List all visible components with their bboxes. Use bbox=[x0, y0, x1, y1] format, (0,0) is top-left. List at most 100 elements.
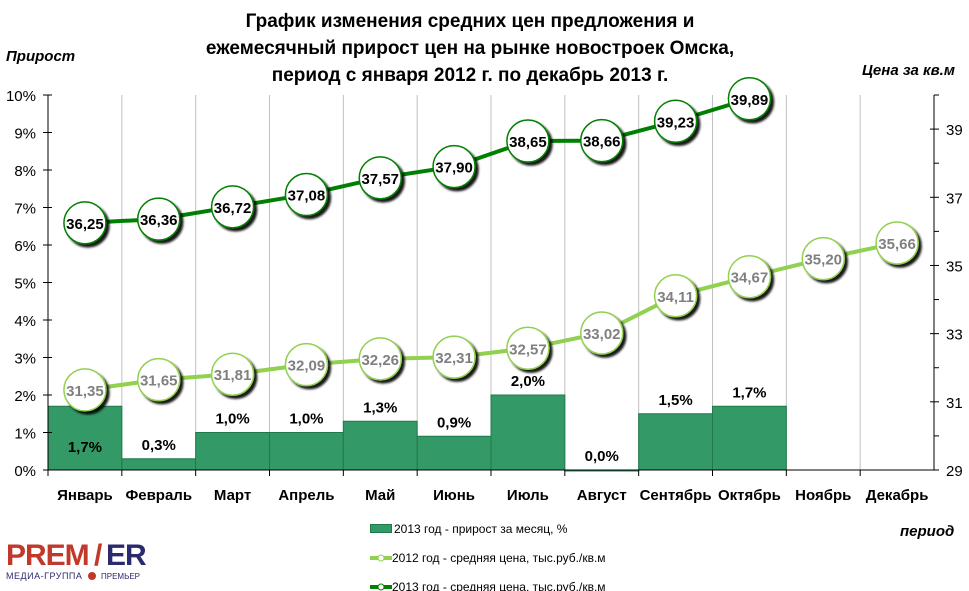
bar bbox=[269, 432, 344, 471]
data-point bbox=[137, 197, 181, 241]
data-label: 32,31 bbox=[435, 350, 473, 367]
x-tick-label: Сентябрь bbox=[640, 487, 712, 504]
right-tick-label: 31 bbox=[946, 395, 963, 412]
data-point bbox=[580, 311, 624, 355]
data-point bbox=[875, 221, 919, 265]
data-point bbox=[580, 118, 624, 163]
data-label: 34,11 bbox=[657, 289, 694, 306]
x-tick-label: Май bbox=[365, 487, 395, 504]
svg-text:МЕДИА-ГРУППА: МЕДИА-ГРУППА bbox=[6, 571, 82, 581]
data-label: 36,72 bbox=[214, 200, 252, 217]
title-line: период с января 2012 г. по декабрь 2013 … bbox=[271, 65, 669, 86]
right-tick-label: 29 bbox=[946, 463, 963, 480]
data-point bbox=[432, 144, 476, 189]
data-label: 35,20 bbox=[804, 252, 842, 269]
x-axis-label: период bbox=[900, 523, 955, 540]
right-tick-label: 37 bbox=[946, 190, 963, 207]
x-tick-label: Декабрь bbox=[866, 487, 929, 504]
data-point bbox=[727, 77, 772, 121]
left-tick-label: 2% bbox=[14, 388, 36, 405]
right-tick-label: 39 bbox=[946, 122, 963, 139]
data-label: 31,81 bbox=[214, 367, 252, 384]
left-tick-label: 10% bbox=[6, 88, 36, 105]
x-tick-label: Июнь bbox=[433, 487, 475, 504]
bar bbox=[342, 420, 418, 471]
data-point bbox=[727, 254, 772, 299]
bar bbox=[121, 458, 197, 471]
bar-label: 1,3% bbox=[363, 399, 397, 416]
data-point bbox=[358, 156, 402, 200]
bar-label: 1,7% bbox=[732, 384, 766, 401]
data-label: 33,02 bbox=[583, 326, 621, 343]
title-line: График изменения средних цен предложения… bbox=[245, 11, 695, 32]
bar bbox=[195, 432, 271, 471]
data-label: 36,36 bbox=[140, 212, 178, 229]
x-tick-label: Январь bbox=[57, 487, 113, 504]
left-tick-label: 5% bbox=[14, 276, 36, 293]
svg-text:ER: ER bbox=[106, 539, 147, 572]
x-tick-label: Февраль bbox=[125, 487, 192, 504]
data-label: 38,66 bbox=[583, 134, 621, 151]
bar-label: 1,0% bbox=[215, 411, 249, 428]
bar bbox=[416, 435, 492, 471]
legend-swatch bbox=[370, 583, 392, 590]
x-tick-label: Август bbox=[577, 487, 627, 504]
data-label: 31,65 bbox=[140, 373, 178, 390]
x-tick-label: Апрель bbox=[278, 487, 334, 504]
data-point bbox=[63, 368, 107, 412]
data-point bbox=[801, 236, 845, 281]
x-tick-label: Март bbox=[214, 487, 251, 504]
data-label: 32,57 bbox=[509, 341, 547, 358]
bar-label: 0,9% bbox=[437, 414, 471, 431]
left-tick-label: 9% bbox=[14, 126, 36, 143]
bar bbox=[490, 394, 566, 471]
bar-label: 2,0% bbox=[511, 373, 545, 390]
bar-label: 0,0% bbox=[585, 448, 619, 465]
svg-text:PREM: PREM bbox=[6, 539, 89, 572]
left-tick-label: 8% bbox=[14, 163, 36, 180]
left-tick-label: 7% bbox=[14, 201, 36, 218]
legend-item-2012: 2012 год - средняя цена, тыс.руб./кв.м bbox=[370, 543, 606, 572]
data-point bbox=[210, 352, 255, 396]
left-axis-label: Прирост bbox=[6, 48, 76, 65]
data-label: 39,23 bbox=[657, 114, 695, 131]
right-tick-label: 35 bbox=[946, 258, 963, 275]
data-label: 38,65 bbox=[509, 134, 547, 151]
data-label: 32,09 bbox=[288, 358, 326, 375]
data-point bbox=[284, 342, 329, 387]
data-point bbox=[506, 326, 550, 371]
title-line: ежемесячный прирост цен на рынке новостр… bbox=[205, 38, 735, 59]
legend-label: 2012 год - средняя цена, тыс.руб./кв.м bbox=[392, 550, 606, 565]
svg-text:/: / bbox=[94, 539, 103, 572]
bar-label: 0,3% bbox=[142, 437, 176, 454]
left-tick-label: 0% bbox=[14, 463, 36, 480]
data-point bbox=[358, 337, 402, 381]
data-label: 32,26 bbox=[361, 352, 399, 369]
bar-label: 1,7% bbox=[68, 439, 102, 456]
bar-label: 1,0% bbox=[289, 411, 323, 428]
left-tick-label: 1% bbox=[14, 426, 36, 443]
x-tick-label: Октябрь bbox=[718, 487, 781, 504]
data-point bbox=[63, 201, 107, 245]
data-label: 34,67 bbox=[731, 270, 769, 287]
data-point bbox=[284, 172, 329, 217]
x-tick-label: Ноябрь bbox=[795, 487, 851, 504]
legend-swatch bbox=[370, 524, 392, 533]
bar bbox=[638, 413, 714, 471]
data-point bbox=[432, 335, 476, 379]
data-label: 37,08 bbox=[288, 188, 326, 205]
data-label: 36,25 bbox=[66, 216, 104, 233]
data-point bbox=[653, 274, 698, 318]
legend-swatch bbox=[370, 554, 392, 561]
legend-label: 2013 год - прирост за месяц, % bbox=[394, 521, 568, 536]
chart-svg: 0% 1% 2% 3% 4% 5% 6% 7% 8% 9% 10% 29 31 33 35 37 39 Январ… bbox=[6, 77, 963, 504]
right-axis-label: Цена за кв.м bbox=[862, 62, 955, 79]
data-point bbox=[506, 119, 550, 163]
bar-label: 1,5% bbox=[658, 392, 692, 409]
data-label: 31,35 bbox=[66, 383, 104, 400]
left-tick-label: 4% bbox=[14, 313, 36, 330]
data-point bbox=[137, 357, 181, 402]
bar bbox=[47, 405, 123, 471]
x-tick-label: Июль bbox=[507, 487, 549, 504]
